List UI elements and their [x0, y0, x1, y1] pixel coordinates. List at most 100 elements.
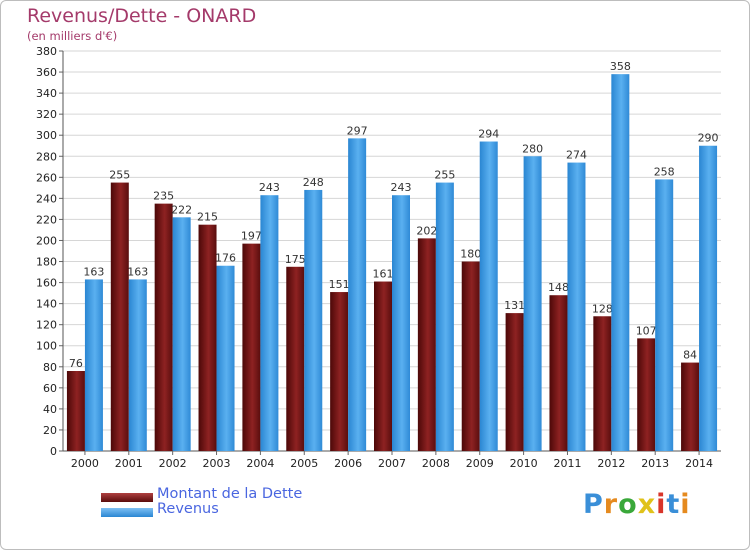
logo-letter: r: [603, 489, 619, 520]
y-tick-label: 60: [43, 382, 57, 395]
bar-revenus: [392, 195, 410, 451]
logo-letter: P: [583, 489, 604, 520]
x-tick-label: 2007: [378, 457, 406, 470]
data-label-dette: 148: [548, 281, 569, 294]
bar-chart: 0 20 40 60 80 100 120 140 160 180 200 220 240 260 280 3…: [36, 45, 721, 470]
data-label-revenus: 248: [303, 176, 324, 189]
bar-revenus: [567, 162, 586, 451]
y-tick-label: 260: [36, 171, 57, 184]
x-tick-label: 2012: [597, 457, 625, 470]
bar-dette: [330, 292, 349, 451]
bar-revenus: [128, 279, 147, 451]
bar-dette: [593, 316, 612, 451]
y-tick-label: 20: [43, 424, 57, 437]
x-tick-label: 2000: [71, 457, 99, 470]
bar-dette: [461, 261, 480, 451]
proxiti-logo: Proxiti: [583, 489, 691, 520]
y-tick-label: 0: [50, 445, 57, 458]
data-label-revenus: 294: [478, 128, 499, 141]
x-tick-label: 2002: [159, 457, 187, 470]
bar-revenus: [479, 141, 498, 452]
y-tick-label: 240: [36, 192, 57, 205]
bar-dette: [637, 338, 656, 451]
data-label-revenus: 274: [566, 149, 587, 162]
bar-revenus: [172, 217, 191, 451]
bar-dette: [681, 362, 700, 451]
data-label-dette: 76: [69, 357, 83, 370]
x-tick-label: 2011: [553, 457, 581, 470]
bar-dette: [66, 371, 85, 451]
x-tick-label: 2003: [203, 457, 231, 470]
data-label-revenus: 243: [259, 181, 280, 194]
x-tick-label: 2004: [246, 457, 274, 470]
bar-dette: [286, 266, 305, 451]
bar-revenus: [84, 279, 103, 451]
data-label-revenus: 258: [654, 165, 675, 178]
bar-dette: [154, 203, 173, 451]
y-tick-label: 360: [36, 66, 57, 79]
data-label-revenus: 222: [171, 203, 192, 216]
data-label-dette: 235: [153, 190, 174, 203]
data-label-revenus: 255: [434, 169, 455, 182]
x-tick-label: 2005: [290, 457, 318, 470]
x-tick-label: 2008: [422, 457, 450, 470]
data-label-dette: 84: [683, 349, 697, 362]
data-label-dette: 180: [460, 248, 481, 261]
y-tick-label: 340: [36, 87, 57, 100]
bar-revenus: [699, 145, 718, 451]
bar-revenus: [655, 179, 674, 451]
y-tick-label: 320: [36, 108, 57, 121]
bar-dette: [242, 243, 261, 451]
legend-swatch-dette: [101, 493, 153, 502]
bar-dette: [374, 281, 392, 451]
y-tick-label: 140: [36, 298, 57, 311]
chart-title: Revenus/Dette - ONARD: [27, 5, 257, 27]
y-tick-label: 220: [36, 213, 57, 226]
legend-label-dette: Montant de la Dette: [157, 486, 303, 502]
bar-dette: [198, 224, 217, 451]
bar-dette: [417, 238, 436, 451]
logo-letter: t: [666, 489, 681, 520]
logo-letter: i: [680, 489, 691, 520]
data-label-dette: 131: [504, 299, 525, 312]
data-label-revenus: 280: [522, 142, 543, 155]
bar-dette: [110, 182, 129, 451]
bar-revenus: [348, 138, 367, 452]
x-tick-label: 2010: [510, 457, 538, 470]
chart-subtitle: (en milliers d'€): [27, 29, 118, 43]
bar-revenus: [260, 195, 279, 451]
data-label-revenus: 243: [391, 181, 412, 194]
y-tick-label: 80: [43, 361, 57, 374]
data-label-dette: 202: [416, 224, 437, 237]
data-label-revenus: 176: [215, 252, 236, 265]
data-label-revenus: 358: [610, 60, 631, 73]
y-tick-label: 300: [36, 129, 57, 142]
data-label-revenus: 290: [698, 132, 719, 145]
data-label-dette: 161: [373, 268, 394, 281]
x-tick-label: 2006: [334, 457, 362, 470]
legend-swatch-revenus: [101, 508, 153, 517]
y-tick-label: 380: [36, 45, 57, 58]
bar-dette: [505, 313, 524, 451]
y-tick-label: 200: [36, 234, 57, 247]
data-label-dette: 107: [636, 324, 657, 337]
y-tick-label: 40: [43, 403, 57, 416]
bar-revenus: [304, 189, 323, 451]
bar-revenus: [523, 156, 542, 451]
x-tick-label: 2009: [466, 457, 494, 470]
data-label-revenus: 163: [127, 265, 148, 278]
logo-letter: i: [656, 489, 667, 520]
bar-dette: [549, 295, 568, 451]
data-label-dette: 197: [241, 230, 262, 243]
logo-letter: x: [637, 489, 657, 520]
data-label-revenus: 297: [347, 124, 368, 137]
data-label-dette: 175: [285, 253, 306, 266]
bar-revenus: [611, 74, 630, 451]
data-label-dette: 215: [197, 211, 218, 224]
y-tick-label: 160: [36, 277, 57, 290]
x-tick-label: 2014: [685, 457, 713, 470]
bar-revenus: [216, 265, 235, 451]
data-label-dette: 255: [109, 169, 130, 182]
data-label-revenus: 163: [83, 265, 104, 278]
